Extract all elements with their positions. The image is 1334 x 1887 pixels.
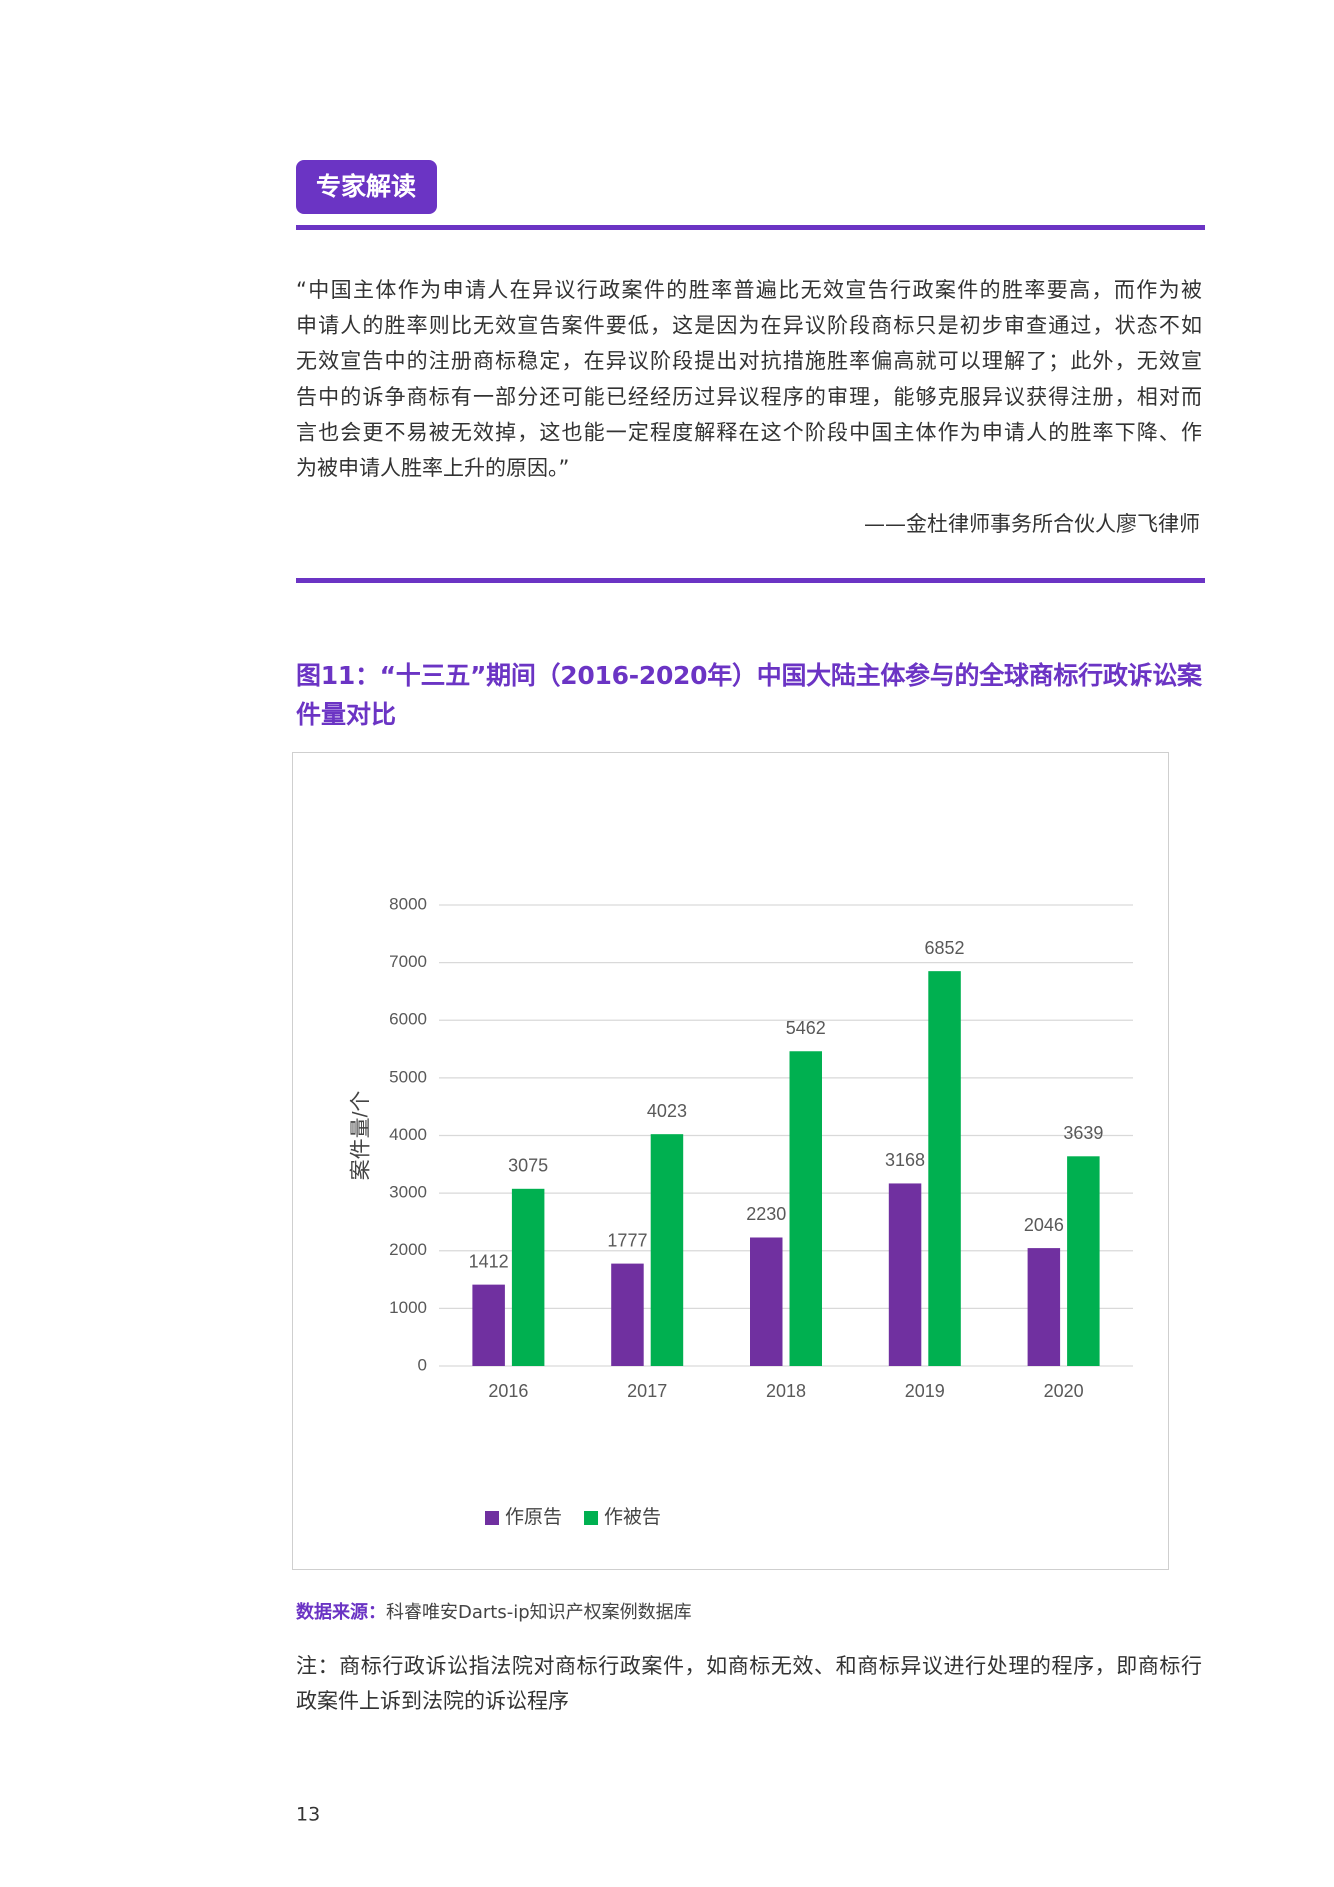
bar (1067, 1156, 1100, 1366)
x-tick-label: 2017 (627, 1381, 667, 1401)
quote-line: 申请人的胜率则比无效宣告案件要低，这是因为在异议阶段商标只是初步审查通过，状态不… (296, 314, 1202, 338)
quote-line: “中国主体作为申请人在异议行政案件的胜率普遍比无效宣告行政案件的胜率要高，而作为… (296, 278, 1202, 302)
bar (511, 1188, 545, 1366)
quote-line: 为被申请人胜率上升的原因。” (296, 456, 569, 480)
source-text: 科睿唯安Darts-ip知识产权案例数据库 (386, 1602, 692, 1623)
figure-title-line: 图11：“十三五”期间（2016-2020年）中国大陆主体参与的全球商标行政诉讼… (296, 661, 1203, 690)
data-label: 2046 (1024, 1215, 1064, 1235)
chart: 0 1000 2000 3000 4000 5000 6000 7000 8000 案件量/个 20… (350, 894, 1133, 1528)
x-tick-label: 2020 (1044, 1381, 1084, 1401)
x-tick-label: 2019 (905, 1381, 945, 1401)
data-label: 1777 (607, 1230, 647, 1250)
y-tick-label: 2000 (389, 1240, 427, 1259)
data-label: 1412 (469, 1251, 509, 1271)
legend-label: 作被告 (604, 1506, 661, 1528)
bar (928, 971, 961, 1366)
legend-swatch (485, 1511, 499, 1525)
x-tick-label: 2016 (488, 1381, 528, 1401)
divider (296, 578, 1205, 583)
badge: 专家解读 (316, 172, 416, 201)
bar (1027, 1248, 1061, 1366)
y-tick-label: 5000 (389, 1067, 427, 1086)
data-label: 3075 (508, 1156, 548, 1176)
y-tick-label: 0 (418, 1355, 427, 1374)
data-label: 3639 (1063, 1123, 1103, 1143)
figure-title: 图11：“十三五”期间（2016-2020年）中国大陆主体参与的全球商标行政诉讼… (296, 661, 1203, 729)
bar (888, 1183, 922, 1366)
bar (650, 1134, 684, 1366)
data-label: 6852 (925, 938, 965, 958)
legend-label: 作原告 (505, 1506, 562, 1528)
note-line: 政案件上诉到法院的诉讼程序 (296, 1689, 569, 1713)
figure-title-line: 件量对比 (296, 700, 396, 729)
badge-box (296, 160, 437, 214)
data-label: 2230 (746, 1204, 786, 1224)
note: 注：商标行政诉讼指法院对商标行政案件，如商标无效、和商标异议进行处理的程序，即商… (296, 1654, 1202, 1713)
data-label: 5462 (786, 1018, 826, 1038)
y-tick-label: 3000 (389, 1183, 427, 1202)
data-label: 3168 (885, 1150, 925, 1170)
bar (789, 1051, 822, 1366)
note-line: 注：商标行政诉讼指法院对商标行政案件，如商标无效、和商标异议进行处理的程序，即商… (296, 1654, 1202, 1678)
x-tick-label: 2018 (766, 1381, 806, 1401)
legend-swatch (584, 1511, 599, 1525)
attribution: ——金杜律师事务所合伙人廖飞律师 (864, 512, 1200, 536)
quote-line: 无效宣告中的注册商标稳定，在异议阶段提出对抗措施胜率偏高就可以理解了；此外，无效… (296, 349, 1202, 373)
bar (750, 1237, 783, 1366)
bar (611, 1263, 644, 1366)
source: 数据来源：科睿唯安Darts-ip知识产权案例数据库 (296, 1601, 692, 1623)
page-number: 13 (296, 1804, 320, 1826)
quote-line: 告中的诉争商标有一部分还可能已经经历过异议程序的审理，能够克服异议获得注册，相对… (296, 385, 1202, 409)
chart-frame (292, 752, 1169, 1570)
y-tick-label: 4000 (389, 1125, 427, 1144)
data-label: 4023 (647, 1101, 687, 1121)
bar (472, 1284, 505, 1366)
y-tick-label: 6000 (389, 1010, 427, 1029)
quote: “中国主体作为申请人在异议行政案件的胜率普遍比无效宣告行政案件的胜率要高，而作为… (296, 278, 1202, 480)
y-tick-label: 1000 (389, 1298, 427, 1317)
quote-line: 言也会更不易被无效掉，这也能一定程度解释在这个阶段中国主体作为申请人的胜率下降、… (296, 420, 1202, 444)
y-axis-title: 案件量/个 (350, 1091, 373, 1181)
source-label: 数据来源： (296, 1601, 386, 1623)
y-tick-label: 7000 (389, 952, 427, 971)
divider (296, 225, 1205, 230)
y-tick-label: 8000 (389, 894, 427, 913)
